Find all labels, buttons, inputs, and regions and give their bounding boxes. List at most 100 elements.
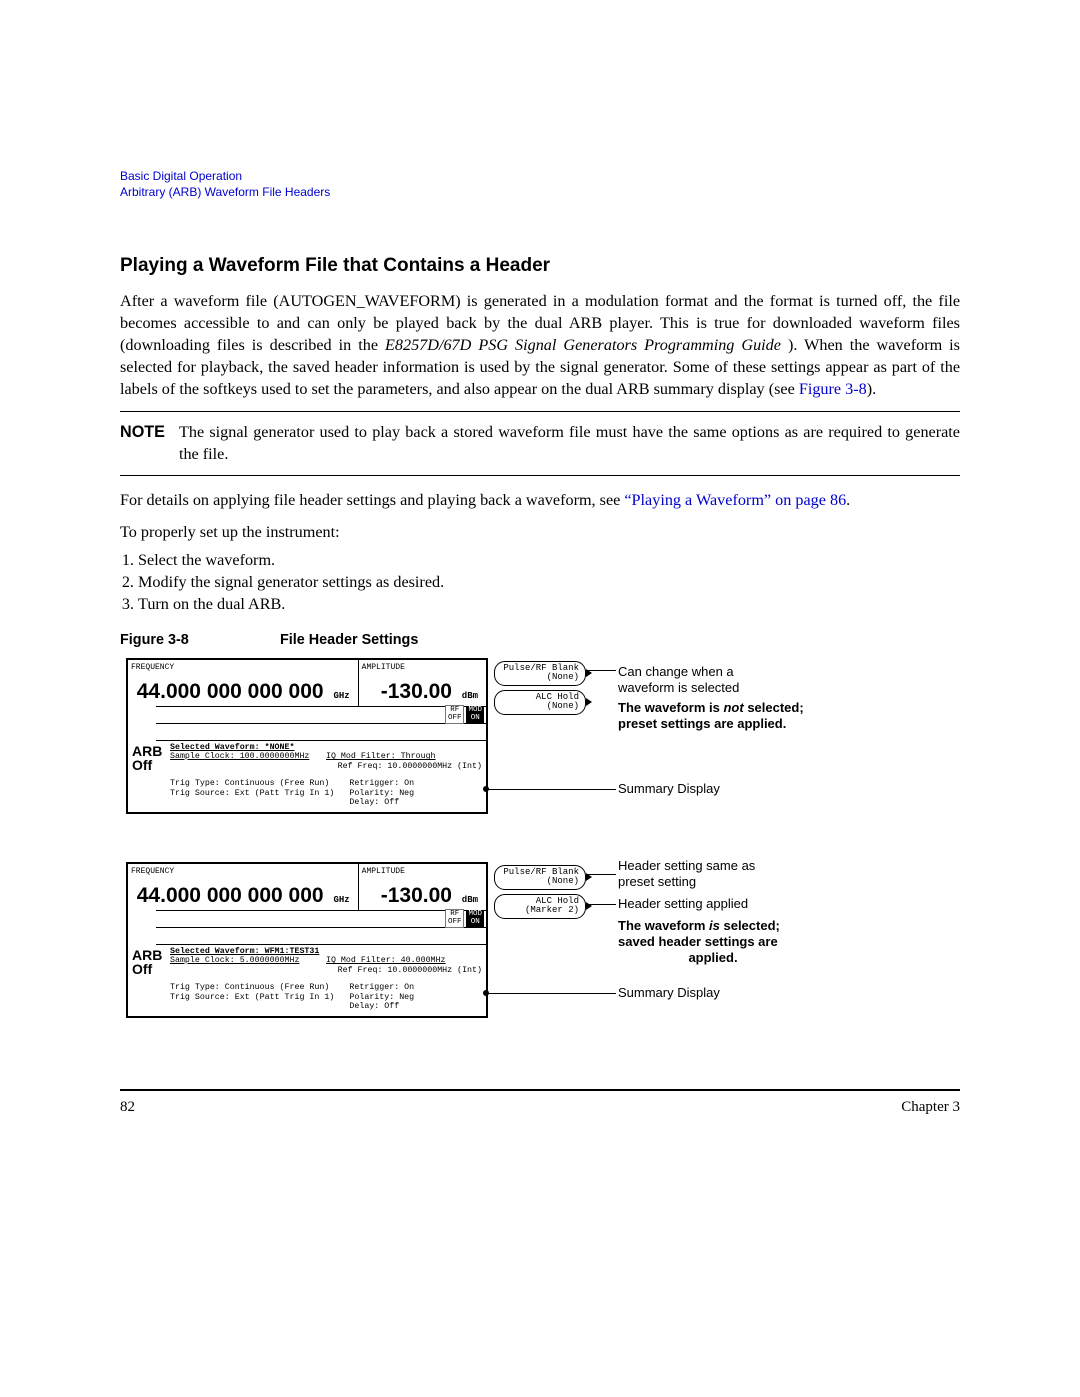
- page-footer: 82 Chapter 3: [120, 1089, 960, 1116]
- freq-area: FREQUENCY 44.000 000 000 000 GHz: [128, 660, 359, 706]
- indicator-bar: RF OFF MOD ON: [156, 910, 486, 928]
- callout: Header setting applied: [618, 896, 748, 912]
- breadcrumb: Basic Digital Operation Arbitrary (ARB) …: [120, 168, 960, 200]
- arb-label: ARB: [132, 948, 164, 962]
- figure-panel-2: FREQUENCY 44.000 000 000 000 GHz AMPLITU…: [120, 862, 960, 1042]
- text: selected;: [720, 918, 780, 933]
- callout-bold: The waveform is not selected;: [618, 700, 804, 716]
- text: selected;: [744, 700, 804, 715]
- leader-line: [586, 904, 616, 905]
- breadcrumb-line: Arbitrary (ARB) Waveform File Headers: [120, 184, 960, 200]
- display-main: ARB Off Selected Waveform: WFM1:TEST31 S…: [128, 945, 486, 1016]
- note-text: The signal generator used to play back a…: [179, 422, 960, 466]
- body-paragraph: After a waveform file (AUTOGEN_WAVEFORM)…: [120, 291, 960, 400]
- chapter-label: Chapter 3: [901, 1099, 960, 1116]
- leader-dot-icon: [483, 990, 489, 996]
- breadcrumb-line: Basic Digital Operation: [120, 168, 960, 184]
- row: Sample Clock: 5.0000000MHz IQ Mod Filter…: [170, 956, 482, 966]
- trig-type: Trig Type: Continuous (Free Run): [170, 983, 349, 993]
- callout-bold: saved header settings are: [618, 934, 808, 950]
- text-italic: E8257D/67D PSG Signal Generators Program…: [385, 336, 781, 354]
- freq-area: FREQUENCY 44.000 000 000 000 GHz: [128, 864, 359, 910]
- instrument-display: FREQUENCY 44.000 000 000 000 GHz AMPLITU…: [126, 862, 488, 1018]
- trig-right: Retrigger: On Polarity: Neg Delay: Off: [349, 983, 482, 1012]
- trig-type: Trig Type: Continuous (Free Run): [170, 779, 349, 789]
- footer-row: 82 Chapter 3: [120, 1091, 960, 1116]
- instrument-display: FREQUENCY 44.000 000 000 000 GHz AMPLITU…: [126, 658, 488, 814]
- text: The waveform is: [618, 700, 723, 715]
- figure-caption: Figure 3-8 File Header Settings: [120, 632, 960, 648]
- freq-label: FREQUENCY: [131, 663, 174, 672]
- text: For details on applying file header sett…: [120, 491, 624, 509]
- body-paragraph: To properly set up the instrument:: [120, 522, 960, 544]
- unit: dBm: [462, 691, 478, 701]
- unit: dBm: [462, 895, 478, 905]
- amp-area: AMPLITUDE -130.00 dBm: [359, 660, 486, 706]
- text: not: [723, 700, 743, 715]
- delay: Delay: Off: [349, 1002, 482, 1012]
- trig-block: Trig Type: Continuous (Free Run) Trig So…: [170, 779, 482, 808]
- note-label: NOTE: [120, 422, 165, 466]
- caption-number: Figure 3-8: [120, 632, 280, 648]
- sample-clock: Sample Clock: 5.0000000MHz: [170, 956, 326, 966]
- softkey: ALC Hold (Marker 2): [494, 894, 586, 919]
- polarity: Polarity: Neg: [349, 789, 482, 799]
- note: NOTE The signal generator used to play b…: [120, 422, 960, 466]
- list-item: Turn on the dual ARB.: [138, 594, 960, 616]
- summary-area: Selected Waveform: WFM1:TEST31 Sample Cl…: [166, 945, 486, 1016]
- rule: [120, 411, 960, 412]
- text: .: [846, 491, 850, 509]
- trig-src: Trig Source: Ext (Patt Trig In 1): [170, 993, 349, 1003]
- figure-link[interactable]: Figure 3-8: [799, 380, 867, 398]
- leader-line: [586, 670, 616, 671]
- indicator-bar: RF OFF MOD ON: [156, 706, 486, 724]
- callout: Summary Display: [618, 781, 720, 797]
- softkey-stack: ALC Hold (None): [494, 690, 586, 715]
- chevron-right-icon: [586, 698, 592, 706]
- callout: Can change when a waveform is selected T…: [618, 664, 804, 733]
- blank-bar: [156, 724, 486, 741]
- retrigger: Retrigger: On: [349, 779, 482, 789]
- callout-text: Can change when a: [618, 664, 804, 680]
- amp-value: -130.00 dBm: [381, 884, 482, 908]
- arb-state: ARB Off: [128, 945, 166, 1016]
- callout-text: preset setting: [618, 874, 755, 890]
- polarity: Polarity: Neg: [349, 993, 482, 1003]
- unit: GHz: [333, 895, 349, 905]
- softkey-stack: ALC Hold (Marker 2): [494, 894, 586, 919]
- text: ).: [867, 380, 876, 398]
- softkey: ALC Hold (None): [494, 690, 586, 715]
- arb-label: ARB: [132, 744, 164, 758]
- xref-link[interactable]: “Playing a Waveform” on page 86: [624, 491, 846, 509]
- arb-state: ARB Off: [128, 741, 166, 812]
- caption-title: File Header Settings: [280, 632, 418, 648]
- callout-text: waveform is selected: [618, 680, 804, 696]
- display-top: FREQUENCY 44.000 000 000 000 GHz AMPLITU…: [128, 660, 486, 706]
- softkey: Pulse/RF Blank (None): [494, 661, 586, 686]
- summary-area: Selected Waveform: *NONE* Sample Clock: …: [166, 741, 486, 812]
- rule: [120, 475, 960, 476]
- arb-off: Off: [132, 758, 164, 772]
- ref-freq: Ref Freq: 10.0000000MHz (Int): [170, 762, 482, 772]
- callout: The waveform is selected; saved header s…: [618, 918, 808, 967]
- trig-block: Trig Type: Continuous (Free Run) Trig So…: [170, 983, 482, 1012]
- amp-area: AMPLITUDE -130.00 dBm: [359, 864, 486, 910]
- display-main: ARB Off Selected Waveform: *NONE* Sample…: [128, 741, 486, 812]
- leader-line: [485, 789, 616, 790]
- trig-right: Retrigger: On Polarity: Neg Delay: Off: [349, 779, 482, 808]
- freq-value: 44.000 000 000 000 GHz: [137, 884, 354, 908]
- callout-bold: preset settings are applied.: [618, 716, 804, 732]
- freq-value: 44.000 000 000 000 GHz: [137, 680, 354, 704]
- iq-filter: IQ Mod Filter: Through: [326, 752, 482, 762]
- body-paragraph: For details on applying file header sett…: [120, 490, 960, 512]
- leader-line: [586, 874, 616, 875]
- text: is: [709, 918, 720, 933]
- value: 44.000 000 000 000: [137, 680, 324, 703]
- amp-label: AMPLITUDE: [362, 663, 405, 672]
- row: Sample Clock: 100.0000000MHz IQ Mod Filt…: [170, 752, 482, 762]
- arb-off: Off: [132, 962, 164, 976]
- trig-left: Trig Type: Continuous (Free Run) Trig So…: [170, 983, 349, 1012]
- selected-waveform: Selected Waveform: WFM1:TEST31: [170, 947, 482, 957]
- rf-indicator: RF OFF: [445, 705, 465, 724]
- callout: Header setting same as preset setting: [618, 858, 755, 891]
